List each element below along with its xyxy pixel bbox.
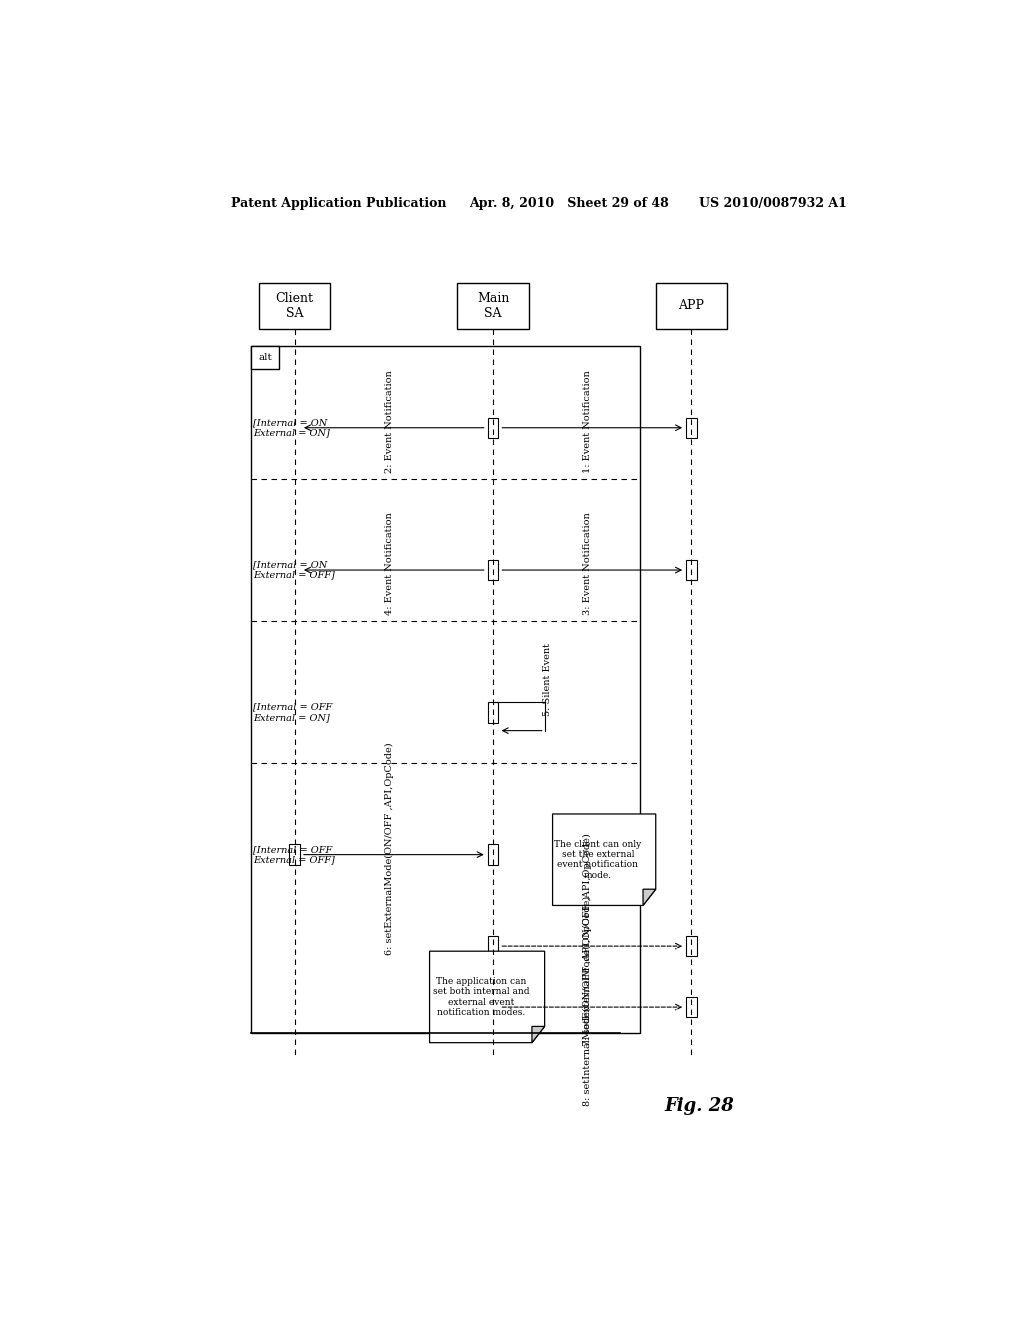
Text: Fig. 28: Fig. 28 — [665, 1097, 734, 1114]
Text: [Internal = ON
External = OFF]: [Internal = ON External = OFF] — [253, 561, 335, 579]
Text: APP: APP — [679, 300, 705, 313]
Bar — [686, 997, 696, 1018]
Text: 6: setExternalMode(ON/OFF ,API,OpCode): 6: setExternalMode(ON/OFF ,API,OpCode) — [385, 742, 394, 954]
Text: The client can only
set the external
event notification
mode.: The client can only set the external eve… — [554, 840, 641, 880]
Bar — [686, 417, 696, 438]
Text: 2: Event Notification: 2: Event Notification — [385, 371, 394, 473]
Bar — [686, 936, 696, 956]
Polygon shape — [553, 814, 655, 906]
Bar — [251, 346, 640, 1032]
Text: 7: setExternalMode(ON/OFF ,API,OpCode): 7: setExternalMode(ON/OFF ,API,OpCode) — [583, 834, 592, 1047]
Bar — [686, 560, 696, 581]
Text: 3: Event Notification: 3: Event Notification — [584, 512, 592, 615]
Bar — [487, 417, 499, 438]
Text: The application can
set both internal and
external event
notification modes.: The application can set both internal an… — [432, 977, 529, 1016]
Polygon shape — [531, 1027, 545, 1043]
Bar — [487, 560, 499, 581]
Text: alt: alt — [258, 354, 271, 362]
Bar — [458, 282, 528, 329]
Bar — [487, 936, 499, 956]
Polygon shape — [643, 890, 655, 906]
Text: [Internal = ON
External = ON]: [Internal = ON External = ON] — [253, 418, 330, 437]
Text: [Internal = OFF
External = ON]: [Internal = OFF External = ON] — [253, 702, 333, 722]
Bar — [487, 997, 499, 1018]
Bar — [290, 845, 300, 865]
Bar — [487, 702, 499, 722]
Text: 4: Event Notification: 4: Event Notification — [385, 512, 394, 615]
Text: 8: setInternalMode(ON/OFF ,API,OpCode): 8: setInternalMode(ON/OFF ,API,OpCode) — [583, 896, 592, 1106]
Text: [Internal = OFF
External = OFF]: [Internal = OFF External = OFF] — [253, 845, 335, 865]
Text: Client
SA: Client SA — [275, 292, 313, 319]
Text: Apr. 8, 2010   Sheet 29 of 48: Apr. 8, 2010 Sheet 29 of 48 — [469, 197, 669, 210]
Bar — [487, 845, 499, 865]
Text: Main
SA: Main SA — [477, 292, 509, 319]
Bar — [655, 282, 727, 329]
Bar — [251, 346, 279, 368]
Text: US 2010/0087932 A1: US 2010/0087932 A1 — [699, 197, 847, 210]
Text: 1: Event Notification: 1: Event Notification — [584, 371, 592, 473]
Bar — [259, 282, 331, 329]
Text: Patent Application Publication: Patent Application Publication — [231, 197, 446, 210]
Polygon shape — [430, 952, 545, 1043]
Text: 5: Silent Event: 5: Silent Event — [544, 643, 552, 717]
